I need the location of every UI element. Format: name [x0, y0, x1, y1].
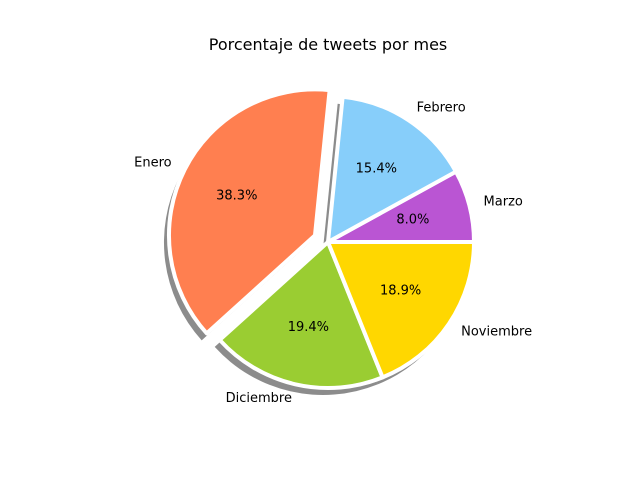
slice-noviembre — [326, 240, 476, 380]
slice-label-febrero: Febrero — [417, 101, 466, 116]
slice-label-noviembre: Noviembre — [461, 324, 532, 339]
slice-enero — [167, 87, 332, 336]
slice-febrero — [326, 94, 458, 244]
label-layer: Marzo 8.0% Febrero 15.4% Enero 38.3% Diciembre… — [134, 101, 532, 406]
slice-label-diciembre: Diciembre — [226, 391, 292, 406]
slice-pct-febrero: 15.4% — [356, 161, 397, 176]
slice-pct-diciembre: 19.4% — [288, 320, 329, 335]
slice-label-marzo: Marzo — [484, 195, 523, 210]
slice-pct-enero: 38.3% — [216, 188, 257, 203]
slice-pct-marzo: 8.0% — [396, 213, 429, 228]
chart-title: Porcentaje de tweets por mes — [209, 35, 448, 54]
slice-label-enero: Enero — [134, 155, 172, 170]
slice-layer — [167, 87, 476, 390]
slice-pct-noviembre: 18.9% — [380, 284, 421, 299]
